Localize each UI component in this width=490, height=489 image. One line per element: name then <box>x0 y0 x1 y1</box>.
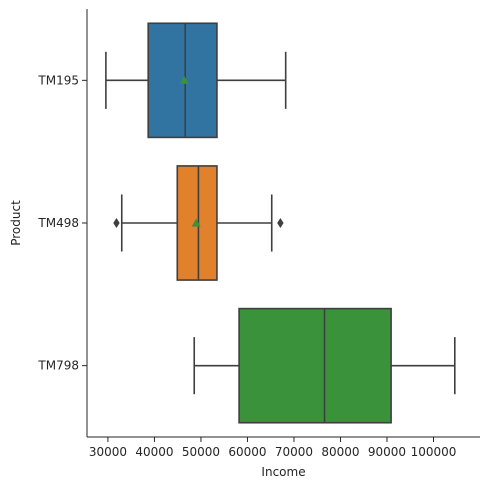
y-ticks: TM195 TM498 TM798 <box>37 73 87 373</box>
y-tick-label: TM798 <box>37 359 79 373</box>
x-tick-label: 80000 <box>321 445 359 459</box>
outlier-point <box>113 218 120 228</box>
x-tick-label: 100000 <box>411 445 457 459</box>
x-tick-label: 50000 <box>182 445 220 459</box>
x-tick-label: 90000 <box>368 445 406 459</box>
x-ticks: 30000 40000 50000 60000 70000 80000 90000 10000… <box>89 437 457 459</box>
x-axis-label: Income <box>261 465 305 479</box>
outlier-point <box>277 218 284 228</box>
y-axis-label: Product <box>9 200 23 246</box>
x-tick-label: 60000 <box>228 445 266 459</box>
mean-marker <box>179 75 189 84</box>
mean-marker <box>191 218 201 227</box>
x-tick-label: 70000 <box>275 445 313 459</box>
x-tick-label: 30000 <box>89 445 127 459</box>
y-tick-label: TM498 <box>37 216 79 230</box>
box <box>238 307 392 424</box>
box-group-tm798 <box>193 307 456 424</box>
box <box>147 22 218 139</box>
box-group-tm195 <box>105 22 287 139</box>
box-group-tm498 <box>113 165 284 281</box>
x-tick-label: 40000 <box>135 445 173 459</box>
boxes <box>105 22 456 424</box>
y-tick-label: TM195 <box>37 73 79 87</box>
mean-marker <box>314 361 324 370</box>
